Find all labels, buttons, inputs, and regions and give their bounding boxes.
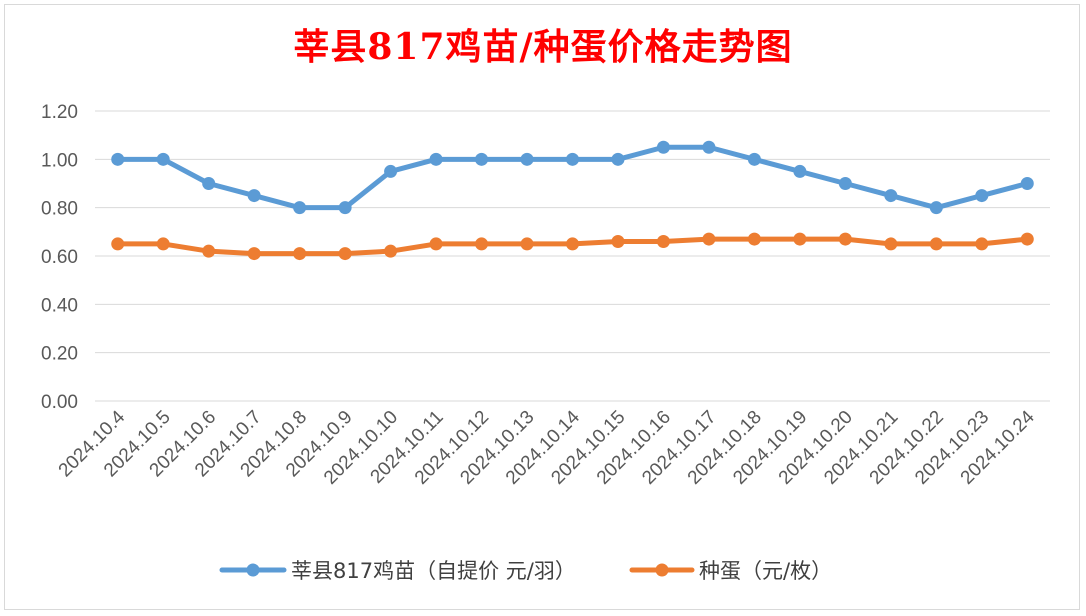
series-lines [111,140,1034,261]
legend-label: 种蛋（元/枚） [699,559,832,583]
series-0 [111,140,1034,215]
data-point [429,152,443,166]
data-point [747,232,761,246]
chart-title: 莘县817鸡苗/种蛋价格走势图 [293,26,793,68]
y-tick-label: 0.40 [41,295,78,316]
data-point [293,201,307,215]
data-point [111,237,125,251]
data-point [838,232,852,246]
data-point [338,247,352,261]
data-point [929,201,943,215]
data-point [566,152,579,166]
chart-frame [4,4,1080,610]
data-point [702,232,716,246]
legend: 莘县817鸡苗（自提价 元/羽） 种蛋（元/枚） [219,559,832,583]
data-point [656,235,670,248]
data-point [975,237,989,251]
data-point [793,232,807,246]
data-point [611,152,625,166]
x-axis-ticks: 2024.10.42024.10.52024.10.62024.10.72024… [55,406,1039,488]
data-point [838,177,852,190]
series-1 [111,232,1034,261]
data-point [611,235,625,248]
data-point [111,152,125,166]
y-tick-label: 0.00 [41,392,78,413]
data-point [247,247,261,261]
data-point [793,164,807,178]
data-point [929,237,943,251]
data-point [156,237,170,251]
y-tick-label: 0.60 [41,247,78,268]
legend-item: 莘县817鸡苗（自提价 元/羽） [219,559,576,583]
legend-label: 莘县817鸡苗（自提价 元/羽） [291,559,576,583]
data-point [202,177,216,190]
data-point [1020,177,1034,190]
data-point [520,152,534,166]
data-point [566,237,579,251]
data-point [475,237,489,251]
data-point [202,244,216,258]
data-point [884,189,898,203]
legend-marker [655,563,669,577]
data-point [384,244,398,258]
y-tick-label: 0.80 [41,199,78,220]
data-point [429,237,443,251]
data-point [747,152,761,166]
data-point [338,201,352,215]
legend-marker [246,563,260,577]
data-point [884,237,898,251]
legend-item: 种蛋（元/枚） [629,559,832,583]
data-point [384,164,398,178]
y-tick-label: 1.00 [41,150,78,171]
data-point [247,189,261,203]
data-point [656,140,670,154]
data-point [293,247,307,261]
data-point [1020,232,1034,246]
y-tick-label: 0.20 [41,344,78,365]
data-point [475,152,489,166]
y-axis-ticks: 0.00 0.20 0.40 0.60 0.80 1.00 1.20 [41,102,78,413]
y-tick-label: 1.20 [41,102,78,123]
data-point [520,237,534,251]
data-point [975,189,989,203]
data-point [702,140,716,154]
data-point [156,152,170,166]
